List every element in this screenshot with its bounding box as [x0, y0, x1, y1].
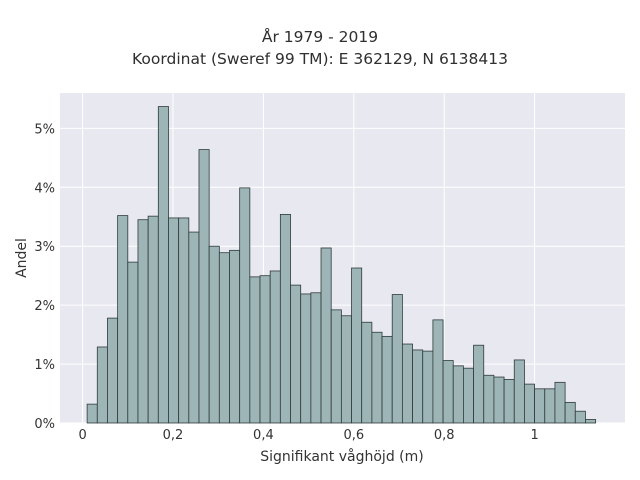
histogram-bar — [391, 294, 403, 424]
histogram-bar — [249, 276, 261, 424]
histogram-bar — [269, 270, 281, 424]
histogram-bar — [300, 293, 312, 424]
y-tick-label: 1% — [34, 358, 55, 373]
histogram-bar — [412, 349, 424, 424]
histogram-bar — [117, 215, 129, 424]
histogram-bar — [188, 231, 200, 424]
x-tick-label: 0,6 — [343, 428, 364, 443]
x-tick-label: 0,8 — [434, 428, 455, 443]
histogram-bar — [137, 219, 149, 424]
histogram-bar — [463, 367, 474, 424]
y-axis-ticks: 0% 1% 2% 3% 4% 5% — [34, 122, 55, 432]
x-axis-label: Signifikant våghöjd (m) — [260, 448, 423, 465]
histogram-bar — [585, 419, 597, 424]
histogram-bar — [279, 213, 291, 424]
histogram-bar — [554, 381, 566, 424]
histogram-bar — [168, 217, 180, 424]
histogram-bar — [290, 284, 302, 424]
histogram-bar — [473, 344, 485, 424]
histogram-bar — [147, 215, 159, 424]
x-tick-label: 1 — [530, 428, 538, 443]
histogram-bar — [107, 317, 119, 424]
histogram-bar — [361, 321, 373, 424]
histogram-bar — [239, 187, 251, 424]
y-tick-label: 5% — [34, 122, 55, 137]
histogram-bar — [320, 247, 332, 424]
x-tick-label: 0,2 — [163, 428, 184, 443]
histogram-bar — [513, 359, 525, 424]
histogram-bar — [229, 249, 241, 424]
chart-title: År 1979 - 2019 — [261, 28, 379, 46]
histogram-bar — [208, 245, 220, 424]
histogram-bar — [574, 410, 586, 424]
histogram-bar — [157, 106, 169, 424]
histogram-bar — [524, 383, 535, 424]
y-tick-label: 4% — [34, 181, 55, 196]
chart-subtitle: Koordinat (Sweref 99 TM): E 362129, N 61… — [132, 50, 508, 68]
histogram-bar — [381, 335, 393, 424]
histogram-bar — [544, 388, 556, 424]
histogram-bar — [310, 292, 322, 424]
histogram-bar — [351, 267, 363, 424]
histogram-bar — [218, 252, 230, 424]
histogram-bar — [503, 378, 515, 424]
histogram-bar — [259, 275, 271, 424]
y-tick-label: 3% — [34, 240, 55, 255]
x-axis-ticks: 0 0,2 0,4 0,6 0,8 1 — [78, 428, 538, 443]
x-tick-label: 0,4 — [253, 428, 274, 443]
histogram-bar — [198, 149, 210, 424]
histogram-bar — [86, 403, 98, 424]
histogram-bar — [483, 374, 495, 424]
histogram-bar — [493, 376, 505, 424]
histogram-bar — [178, 217, 190, 424]
histogram-bar — [330, 309, 342, 424]
histogram-bar — [564, 401, 576, 424]
histogram-bar — [422, 350, 434, 424]
histogram-bar — [442, 360, 454, 424]
histogram-bar — [452, 365, 464, 424]
histogram-bar — [432, 319, 444, 424]
y-axis-label: Andel — [14, 238, 30, 278]
histogram-bar — [127, 261, 139, 424]
histogram-bar — [340, 315, 352, 424]
histogram-bar — [401, 343, 413, 424]
y-tick-label: 2% — [34, 299, 55, 314]
histogram-bar — [534, 388, 546, 424]
histogram-bar — [371, 331, 383, 424]
x-tick-label: 0 — [78, 428, 86, 443]
bars — [86, 106, 597, 424]
y-tick-label: 0% — [34, 417, 55, 432]
histogram-bar — [96, 346, 108, 424]
